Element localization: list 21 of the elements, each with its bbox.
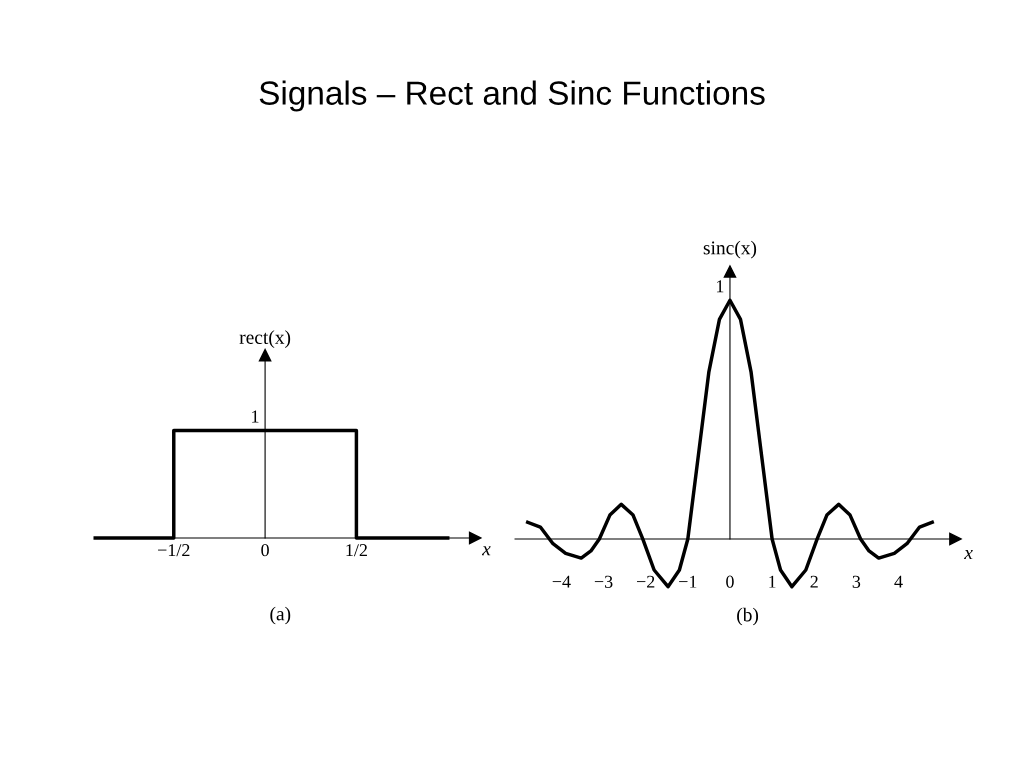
chart-title: Signals – Rect and Sinc Functions [259, 80, 765, 112]
x-tick-label: −2 [636, 575, 655, 588]
annotation: 1 [252, 410, 259, 423]
x-tick-label: 3 [852, 575, 861, 588]
x-tick-label: 2 [810, 575, 818, 588]
y-axis-title: sinc(x) [703, 240, 757, 259]
annotation: 1 [716, 280, 724, 293]
x-tick-label: −1 [679, 575, 697, 588]
x-tick-label: 0 [261, 544, 269, 557]
x-tick-label: −4 [552, 575, 571, 588]
x-axis-title: x [481, 546, 491, 556]
x-tick-label: 0 [726, 575, 734, 588]
text: (a) [270, 606, 291, 625]
x-axis-title: x [964, 550, 973, 560]
x-tick-label: −3 [594, 575, 613, 588]
x-tick-label: −1/2 [158, 544, 190, 557]
y-axis-title: rect(x) [239, 330, 291, 348]
x-tick-label: 4 [894, 575, 903, 588]
x-tick-label: 1 [769, 575, 776, 588]
text: (b) [737, 607, 759, 626]
x-tick-label: 1/2 [346, 544, 367, 557]
